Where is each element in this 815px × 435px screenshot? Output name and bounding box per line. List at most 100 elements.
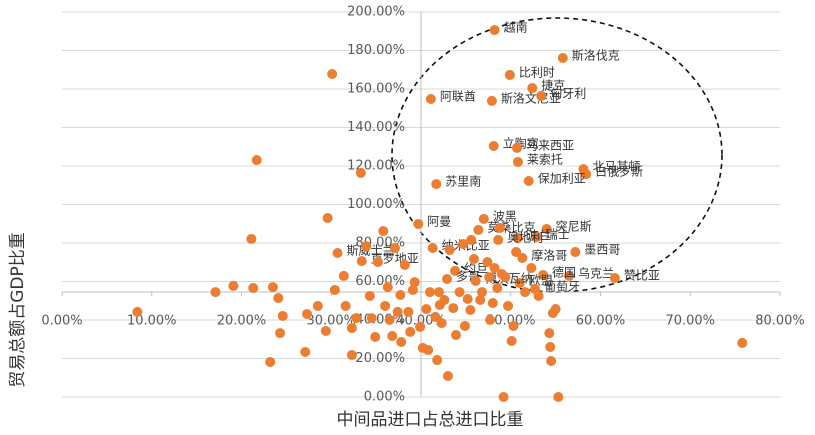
point-label: 阿联酋: [440, 89, 476, 104]
point: [564, 270, 575, 281]
point: [267, 282, 278, 293]
point-label: 白俄罗斯: [595, 164, 643, 179]
point: [399, 259, 410, 270]
point: [395, 289, 406, 300]
y-tick-label: 140.00%: [347, 120, 405, 135]
y-tick-label: 200.00%: [347, 5, 405, 20]
point-label: 奥地利: [507, 230, 543, 244]
point: [300, 346, 311, 357]
point: [340, 300, 351, 311]
point: [487, 298, 498, 309]
point: [389, 243, 400, 254]
point: [251, 155, 262, 166]
point: [470, 275, 481, 286]
point-label: 摩洛哥: [531, 248, 567, 263]
point-label: 墨西哥: [584, 243, 620, 257]
point: [473, 224, 484, 235]
point: [504, 69, 515, 80]
point: [466, 234, 477, 245]
point: [430, 311, 441, 322]
point: [514, 278, 525, 289]
point: [436, 318, 447, 329]
point: [484, 272, 495, 283]
point: [423, 345, 434, 356]
point: [210, 287, 221, 298]
point: [392, 306, 403, 317]
point-label: 匈牙利: [550, 86, 586, 100]
point: [332, 248, 343, 259]
point-label: 葡萄牙: [544, 280, 580, 294]
point: [277, 310, 288, 321]
point: [302, 309, 313, 320]
point: [546, 356, 557, 367]
point: [498, 392, 509, 402]
point: [409, 277, 420, 288]
x-axis-title: 中间品进口占总进口比重: [337, 410, 524, 430]
point: [372, 257, 383, 268]
point: [538, 269, 549, 280]
point: [526, 263, 537, 274]
point-label: 保加利亚: [538, 172, 586, 186]
point: [459, 320, 470, 331]
x-tick-label: 30.00%: [306, 314, 356, 329]
point-label: 苏里南: [445, 174, 481, 189]
point: [492, 283, 503, 294]
point: [427, 243, 438, 254]
y-tick-label: 160.00%: [347, 82, 405, 97]
point: [380, 300, 391, 311]
point: [433, 287, 444, 298]
point: [444, 244, 455, 255]
point: [512, 232, 523, 243]
point: [486, 95, 497, 106]
point: [465, 304, 476, 315]
point: [364, 290, 375, 301]
point-label: 瑞士: [546, 228, 570, 242]
x-tick-label: 70.00%: [665, 314, 715, 329]
point: [432, 355, 443, 366]
point: [451, 330, 462, 341]
point-label: 阿曼: [427, 214, 451, 228]
point: [132, 306, 143, 317]
point: [425, 94, 436, 105]
point: [533, 290, 544, 301]
point-label: 马来西亚: [526, 138, 574, 152]
x-tick-label: 0.00%: [41, 314, 82, 329]
x-tick-label: 60.00%: [576, 314, 626, 329]
point-label: 比利时: [519, 65, 555, 79]
point: [356, 256, 367, 267]
point: [488, 140, 499, 151]
point: [346, 323, 357, 334]
point: [512, 142, 523, 153]
point: [489, 25, 500, 36]
point: [407, 284, 418, 295]
point: [448, 303, 459, 314]
point: [273, 293, 284, 304]
point: [228, 280, 239, 291]
point: [503, 300, 514, 311]
point: [442, 273, 453, 284]
point: [355, 167, 366, 178]
point: [557, 53, 568, 64]
point: [512, 156, 523, 167]
point-label: 莱索托: [527, 152, 563, 166]
point: [405, 326, 416, 337]
point-label: 赞比亚: [624, 269, 660, 283]
point-label: 捷克: [541, 79, 565, 93]
point: [338, 270, 349, 281]
x-tick-label: 10.00%: [127, 314, 177, 329]
point: [329, 284, 340, 295]
point: [531, 232, 542, 243]
point: [382, 282, 393, 293]
y-tick-label: 0.00%: [364, 390, 405, 405]
point: [508, 320, 519, 331]
point: [439, 294, 450, 305]
point: [450, 265, 461, 276]
point: [553, 392, 564, 402]
point: [248, 283, 259, 294]
point: [485, 315, 496, 325]
point-label: 斯威士兰: [347, 244, 395, 258]
point: [527, 83, 538, 94]
point: [523, 176, 534, 187]
point-label: 突尼斯: [556, 218, 592, 233]
point-label: 德国: [552, 264, 576, 279]
